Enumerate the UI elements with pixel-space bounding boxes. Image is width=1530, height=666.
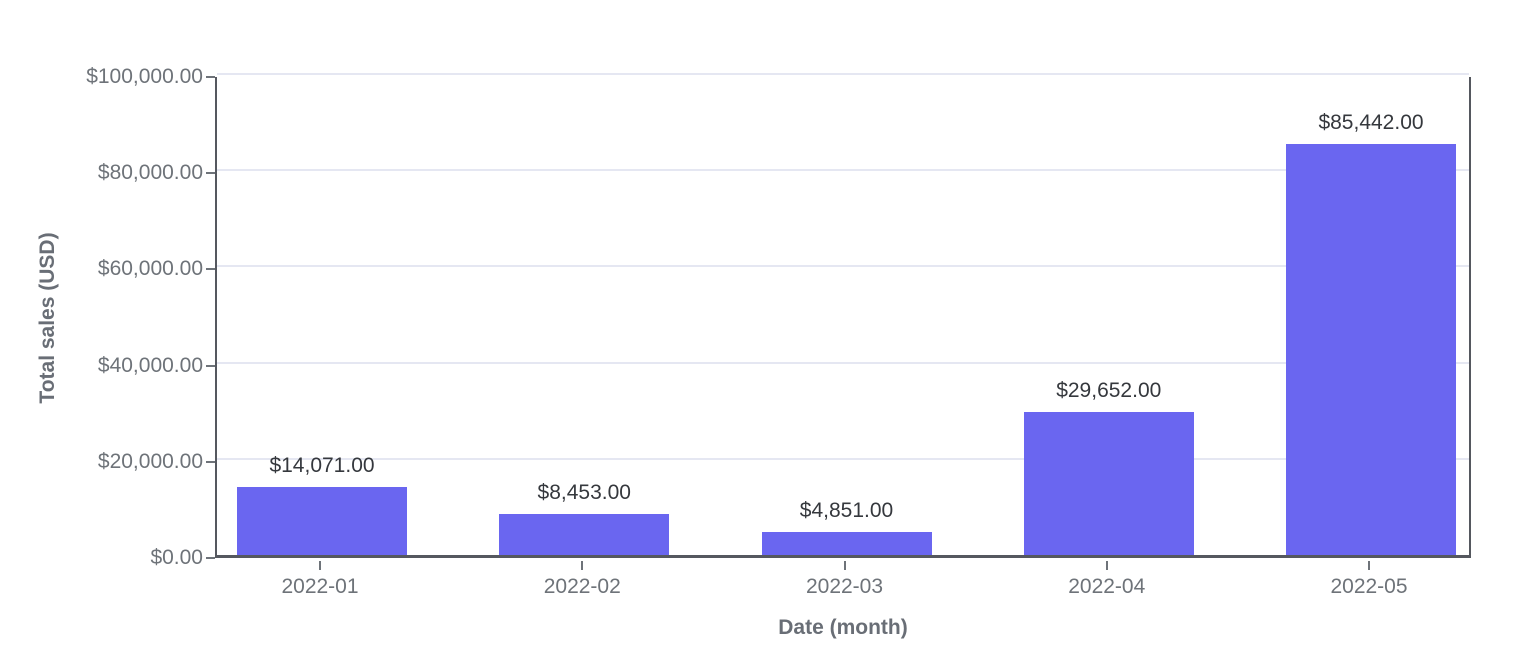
bar-value-label-2022-05: $85,442.00 [1318, 111, 1424, 135]
x-tick-label-2022-04: 2022-04 [1068, 575, 1146, 598]
y-tick-mark-0 [206, 557, 215, 559]
y-tick-label-0: $0.00 [150, 546, 203, 569]
x-tick-label-2022-02: 2022-02 [543, 575, 621, 598]
x-tick-label-2022-05: 2022-05 [1330, 575, 1408, 598]
gridline-60000 [217, 265, 1469, 268]
bar-value-label-2022-01: $14,071.00 [269, 454, 375, 478]
gridline-100000 [217, 73, 1469, 75]
x-tick-label-2022-03: 2022-03 [805, 575, 884, 598]
gridline-20000 [217, 457, 1469, 460]
y-tick-label-40000: $40,000.00 [97, 353, 203, 377]
bar-2022-05 [1286, 144, 1456, 555]
x-tick-mark-2022-03 [843, 561, 846, 570]
y-tick-mark-100000 [206, 76, 215, 78]
y-tick-mark-40000 [206, 364, 215, 367]
y-tick-mark-20000 [206, 460, 215, 463]
y-tick-mark-60000 [206, 268, 215, 271]
y-tick-label-60000: $60,000.00 [97, 257, 203, 281]
y-tick-label-20000: $20,000.00 [97, 449, 203, 473]
x-tick-mark-2022-05 [1368, 561, 1370, 570]
x-tick-mark-2022-01 [319, 561, 321, 570]
x-tick-label-2022-01: 2022-01 [281, 575, 359, 598]
bar-2022-03 [761, 531, 932, 555]
bar-2022-02 [499, 514, 670, 555]
gridline-80000 [217, 169, 1469, 172]
y-tick-mark-80000 [206, 172, 215, 175]
bar-2022-04 [1023, 412, 1194, 555]
x-axis-title: Date (month) [778, 616, 908, 639]
y-tick-label-100000: $100,000.00 [86, 65, 203, 88]
bar-value-label-2022-03: $4,851.00 [799, 498, 894, 522]
y-tick-label-80000: $80,000.00 [97, 161, 203, 185]
bar-value-label-2022-04: $29,652.00 [1056, 379, 1162, 403]
plot-area: $14,071.00 $8,453.00 $4,851.00 $29,652.00 $8… [215, 73, 1471, 558]
x-tick-mark-2022-02 [581, 561, 584, 570]
gridline-40000 [217, 361, 1469, 364]
x-tick-mark-2022-04 [1105, 561, 1108, 570]
bar-value-label-2022-02: $8,453.00 [537, 481, 631, 505]
bar-2022-01 [237, 487, 407, 555]
